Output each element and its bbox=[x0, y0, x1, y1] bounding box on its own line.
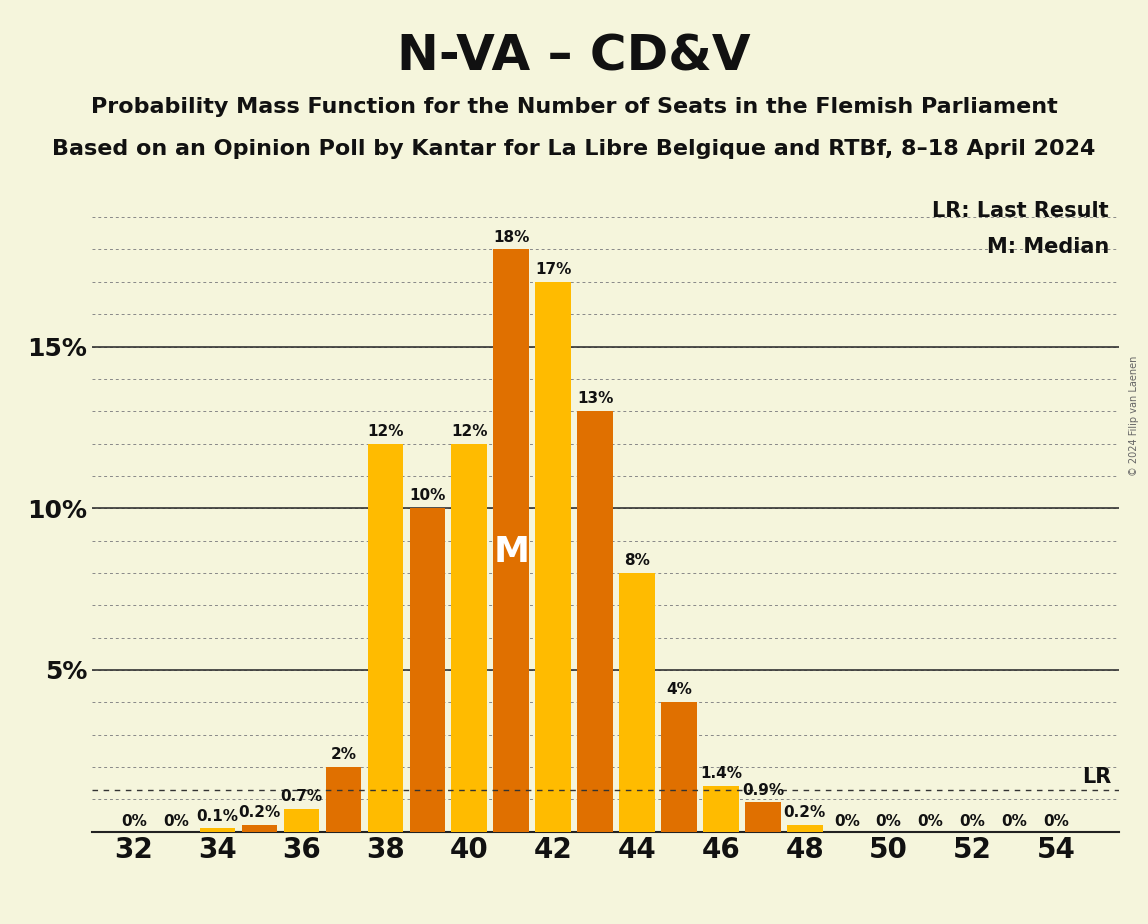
Text: 0.1%: 0.1% bbox=[196, 808, 239, 823]
Bar bbox=[410, 508, 445, 832]
Bar bbox=[786, 825, 823, 832]
Text: 17%: 17% bbox=[535, 262, 572, 277]
Text: 12%: 12% bbox=[367, 424, 404, 439]
Text: 1.4%: 1.4% bbox=[700, 767, 742, 782]
Text: 0%: 0% bbox=[1044, 814, 1069, 829]
Text: 12%: 12% bbox=[451, 424, 488, 439]
Text: 0%: 0% bbox=[960, 814, 985, 829]
Text: 0.2%: 0.2% bbox=[239, 806, 281, 821]
Text: 2%: 2% bbox=[331, 748, 357, 762]
Bar bbox=[367, 444, 403, 832]
Text: 4%: 4% bbox=[666, 683, 692, 698]
Text: 8%: 8% bbox=[625, 553, 650, 568]
Bar bbox=[242, 825, 278, 832]
Bar bbox=[619, 573, 654, 832]
Text: 0%: 0% bbox=[121, 814, 147, 829]
Text: 0%: 0% bbox=[163, 814, 188, 829]
Text: M: Median: M: Median bbox=[987, 237, 1109, 257]
Text: 0%: 0% bbox=[876, 814, 901, 829]
Bar bbox=[451, 444, 487, 832]
Text: M: M bbox=[494, 535, 529, 569]
Text: 18%: 18% bbox=[492, 230, 529, 245]
Text: 13%: 13% bbox=[577, 392, 613, 407]
Bar bbox=[745, 802, 781, 832]
Bar bbox=[535, 282, 571, 832]
Text: © 2024 Filip van Laenen: © 2024 Filip van Laenen bbox=[1128, 356, 1139, 476]
Bar bbox=[661, 702, 697, 832]
Text: Probability Mass Function for the Number of Seats in the Flemish Parliament: Probability Mass Function for the Number… bbox=[91, 97, 1057, 117]
Text: 0.2%: 0.2% bbox=[784, 806, 825, 821]
Bar bbox=[703, 786, 738, 832]
Text: 0%: 0% bbox=[1001, 814, 1027, 829]
Text: LR: Last Result: LR: Last Result bbox=[932, 201, 1109, 221]
Bar bbox=[326, 767, 362, 832]
Text: 10%: 10% bbox=[409, 489, 445, 504]
Bar bbox=[284, 809, 319, 832]
Text: 0%: 0% bbox=[917, 814, 944, 829]
Text: LR: LR bbox=[1081, 767, 1111, 787]
Bar bbox=[494, 249, 529, 832]
Text: N-VA – CD&V: N-VA – CD&V bbox=[397, 32, 751, 80]
Bar bbox=[200, 829, 235, 832]
Bar bbox=[577, 411, 613, 832]
Text: 0.7%: 0.7% bbox=[280, 789, 323, 804]
Text: 0%: 0% bbox=[833, 814, 860, 829]
Text: 0.9%: 0.9% bbox=[742, 783, 784, 797]
Text: Based on an Opinion Poll by Kantar for La Libre Belgique and RTBf, 8–18 April 20: Based on an Opinion Poll by Kantar for L… bbox=[53, 139, 1095, 159]
